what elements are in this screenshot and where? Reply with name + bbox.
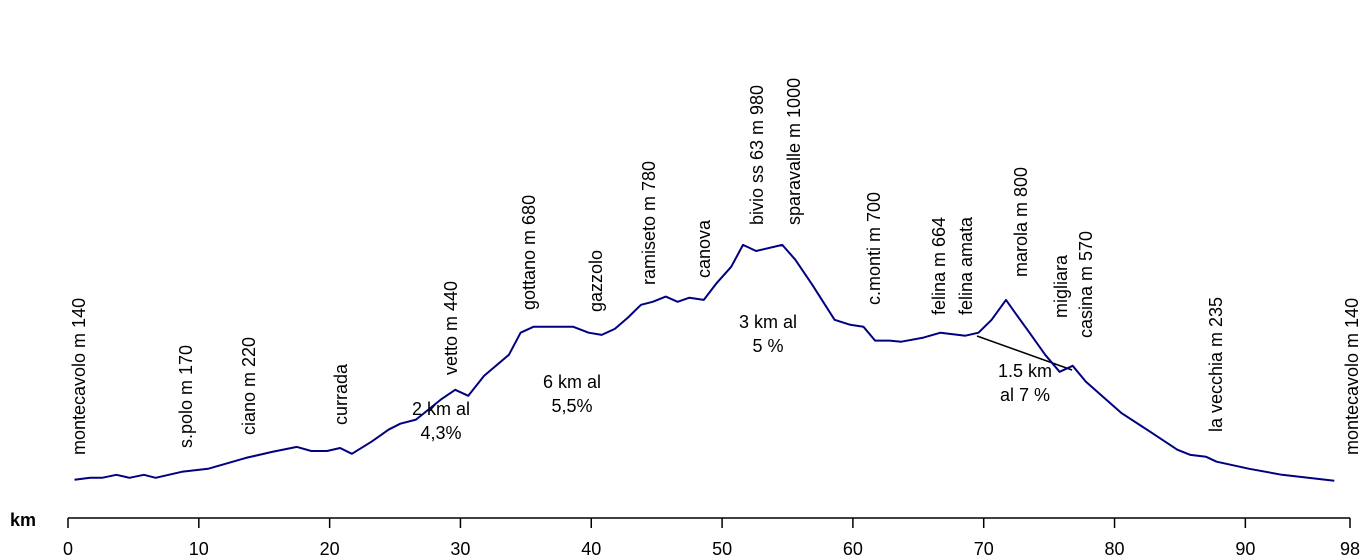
place-label: gottano m 680 xyxy=(519,195,539,310)
x-tick-label: 20 xyxy=(320,539,340,559)
x-tick-label: 80 xyxy=(1105,539,1125,559)
place-label: s.polo m 170 xyxy=(176,345,196,448)
place-label: marola m 800 xyxy=(1011,167,1031,277)
place-label: sparavalle m 1000 xyxy=(784,78,804,225)
place-label: vetto m 440 xyxy=(441,281,461,375)
place-label: ramiseto m 780 xyxy=(639,161,659,285)
grade-label: 4,3% xyxy=(420,423,461,443)
x-tick-label: 70 xyxy=(974,539,994,559)
place-label: c.monti m 700 xyxy=(864,192,884,305)
grade-label: 6 km al xyxy=(543,372,601,392)
x-tick-label: 40 xyxy=(581,539,601,559)
x-tick-label: 60 xyxy=(843,539,863,559)
shortcut-line xyxy=(976,335,1073,371)
place-label: canova xyxy=(694,219,714,278)
grade-label: al 7 % xyxy=(1000,385,1050,405)
x-tick-label: 0 xyxy=(63,539,73,559)
x-tick-label: 30 xyxy=(450,539,470,559)
x-tick-label: 98 xyxy=(1340,539,1360,559)
x-tick-label: 50 xyxy=(712,539,732,559)
place-label: currada xyxy=(331,363,351,425)
place-label: migliara xyxy=(1051,254,1071,318)
place-label: felina m 664 xyxy=(929,217,949,315)
place-label: felina amata xyxy=(956,216,976,315)
profile-line xyxy=(74,243,1335,482)
place-label: ciano m 220 xyxy=(239,337,259,435)
x-tick-label: 90 xyxy=(1235,539,1255,559)
grade-label: 5,5% xyxy=(551,396,592,416)
grade-label: 5 % xyxy=(752,336,783,356)
place-label: la vecchia m 235 xyxy=(1206,297,1226,432)
x-tick-label: 10 xyxy=(189,539,209,559)
grade-label: 1.5 km xyxy=(998,361,1052,381)
place-label: gazzolo xyxy=(586,250,606,312)
x-axis-label: km xyxy=(10,510,36,530)
place-label: montecavolo m 140 xyxy=(69,298,89,455)
place-label: casina m 570 xyxy=(1076,231,1096,338)
grade-label: 3 km al xyxy=(739,312,797,332)
place-label: bivio ss 63 m 980 xyxy=(747,85,767,225)
grade-label: 2 km al xyxy=(412,399,470,419)
place-label: montecavolo m 140 xyxy=(1342,298,1362,455)
